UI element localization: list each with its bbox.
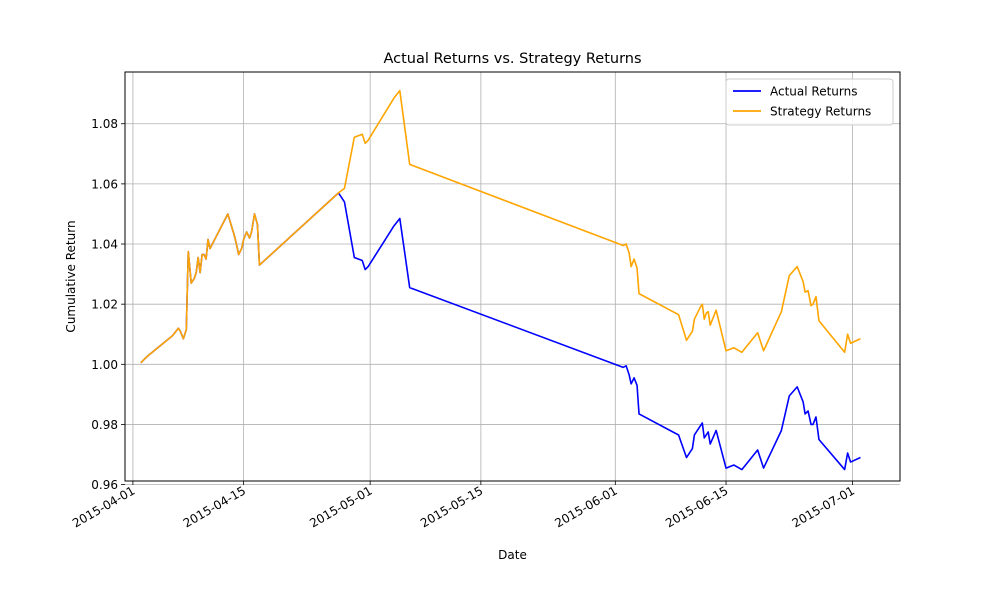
y-tick-label: 1.04	[91, 238, 118, 252]
legend: Actual Returns Strategy Returns	[725, 78, 894, 126]
y-axis-label: Cumulative Return	[64, 220, 78, 332]
series-line-strategy-returns	[140, 89, 861, 364]
legend-box	[725, 78, 894, 126]
y-tick-label: 1.02	[91, 298, 118, 312]
legend-label-strategy-returns: Strategy Returns	[770, 105, 871, 119]
chart-title: Actual Returns vs. Strategy Returns	[383, 51, 641, 67]
grid	[125, 72, 900, 486]
y-tick-label: 1.08	[91, 117, 118, 131]
x-axis-label: Date	[498, 548, 527, 562]
y-tick-label: 1.06	[91, 177, 118, 191]
y-tick-label: 0.98	[91, 418, 118, 432]
legend-label-actual-returns: Actual Returns	[770, 85, 857, 99]
y-tick-label: 1.00	[91, 358, 118, 372]
series-lines	[140, 89, 861, 471]
y-tick-label: 0.96	[91, 478, 118, 492]
plot-frame	[124, 71, 901, 482]
